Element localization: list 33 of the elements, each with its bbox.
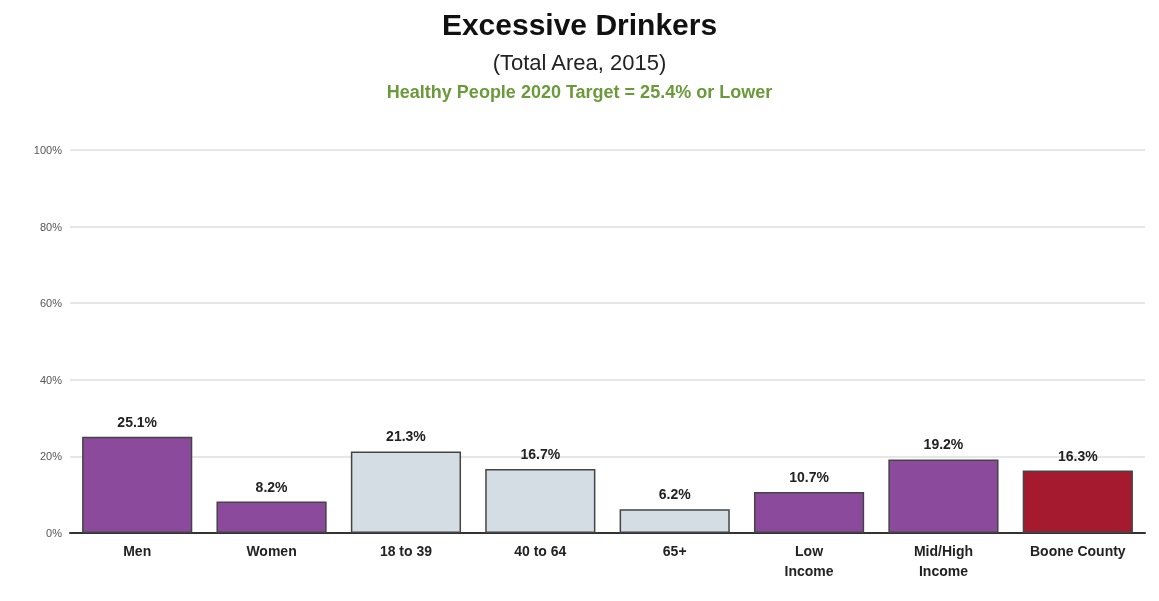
x-tick-label: Boone County (1029, 543, 1126, 559)
bar (1022, 470, 1133, 533)
y-tick-label: 40% (39, 373, 63, 386)
data-label: 16.3% (1057, 447, 1099, 464)
bar (350, 451, 462, 533)
y-tick-label: 60% (39, 297, 63, 310)
bar (82, 436, 193, 533)
y-tick-label: 20% (39, 450, 63, 463)
x-tick-label: Women (246, 543, 297, 559)
chart-subtitle: (Total Area, 2015) (492, 49, 667, 75)
data-label: 25.1% (117, 413, 158, 430)
x-tick-label: Mid/High Income (913, 543, 973, 579)
bar (619, 509, 730, 533)
x-tick-label: Men (123, 543, 152, 559)
y-tick-label: 80% (39, 220, 63, 233)
bar (753, 492, 865, 533)
x-tick-label: 40 to 64 (514, 543, 567, 559)
bar (485, 469, 596, 533)
bar (216, 501, 327, 533)
x-tick-label: 65+ (662, 543, 687, 559)
bar (888, 459, 999, 533)
data-label: 10.7% (789, 469, 830, 486)
y-tick-label: 100% (33, 144, 63, 156)
y-tick-label: 0% (46, 527, 63, 539)
data-label: 8.2% (255, 478, 289, 495)
x-tick-label: 18 to 39 (379, 543, 433, 559)
text: Healthy People 2020 Target = 25.4% or Lower (386, 82, 773, 102)
data-label: 16.7% (520, 446, 561, 463)
data-label: 21.3% (386, 428, 427, 445)
chart-title: Excessive Drinkers (441, 7, 718, 41)
x-tick-label: Low Income (784, 543, 834, 579)
data-label: 6.2% (658, 486, 692, 503)
data-label: 19.2% (923, 436, 964, 453)
